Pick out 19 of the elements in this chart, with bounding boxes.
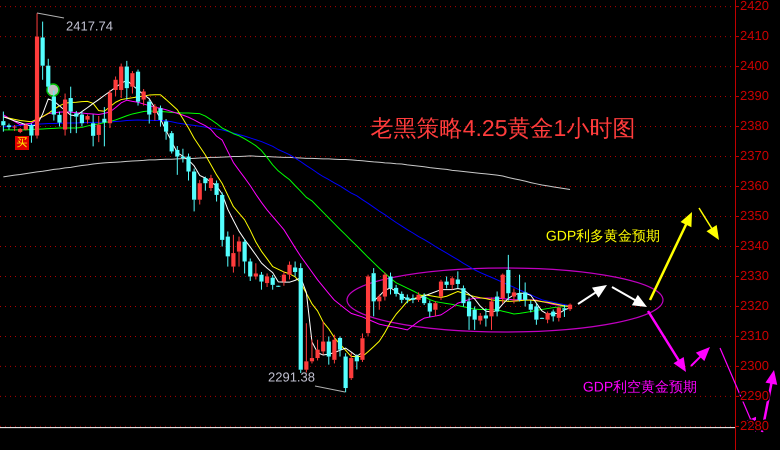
line-series [2, 155, 571, 190]
y-tick-label: 2310 [740, 328, 769, 343]
y-tick-label: 2360 [740, 178, 769, 193]
y-tick-label: 2370 [740, 148, 769, 163]
y-tick-label: 2410 [740, 28, 769, 44]
y-tick-label: 2330 [740, 268, 769, 283]
y-tick-label: 2400 [740, 58, 769, 74]
text: GDP利空黄金预期 [582, 378, 698, 395]
y-tick-label: 2300 [740, 358, 769, 373]
annotation: 2417.74 [66, 18, 113, 34]
y-tick-label: 2380 [740, 118, 769, 133]
y-tick-label: 2350 [740, 208, 769, 223]
y-tick-label: 2340 [740, 238, 769, 253]
y-tick-label: 2320 [740, 298, 769, 313]
annotation: 2291.38 [268, 369, 315, 384]
annotation: GDP利多黄金预期 [546, 228, 660, 244]
y-tick-label: 2420 [740, 0, 769, 14]
y-tick-label: 2390 [740, 88, 769, 103]
text: 老黑策略4.25黄金1小时图 [370, 115, 636, 142]
